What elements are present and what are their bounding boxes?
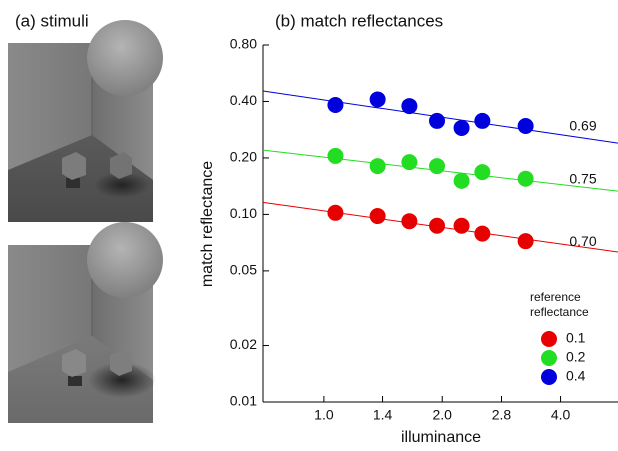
panel-title: (a) stimuli <box>15 11 89 30</box>
x-tick-label: 2.8 <box>492 407 512 423</box>
legend-label: 0.4 <box>566 368 586 384</box>
point <box>429 112 446 129</box>
point <box>429 158 446 175</box>
point <box>474 112 491 129</box>
chart-title: (b) match reflectances <box>275 11 443 30</box>
y-tick-label: 0.40 <box>230 92 257 108</box>
legend-title: reference <box>530 290 581 304</box>
x-tick-label: 1.4 <box>373 407 393 423</box>
point <box>474 225 491 242</box>
legend-title: reflectance <box>530 305 589 319</box>
point <box>517 233 534 250</box>
y-axis-label: match reflectance <box>199 161 216 287</box>
point <box>453 217 470 234</box>
point <box>429 217 446 234</box>
y-tick-label: 0.05 <box>230 262 257 278</box>
fit-label: 0.70 <box>569 233 596 249</box>
point <box>517 170 534 187</box>
point <box>453 119 470 136</box>
y-tick-label: 0.10 <box>230 205 257 221</box>
point <box>327 204 344 221</box>
legend-swatch <box>541 350 557 366</box>
y-tick-label: 0.02 <box>230 336 257 352</box>
stimulus-image <box>8 222 163 423</box>
point <box>453 172 470 189</box>
point <box>401 154 418 171</box>
point <box>517 118 534 135</box>
point <box>327 97 344 114</box>
fit-label: 0.75 <box>569 170 596 186</box>
legend-swatch <box>541 331 557 347</box>
x-tick-label: 2.0 <box>432 407 452 423</box>
point <box>474 164 491 181</box>
fit-label: 0.69 <box>569 118 596 134</box>
point <box>369 91 386 108</box>
stimulus-image <box>8 20 163 222</box>
legend-label: 0.2 <box>566 349 586 365</box>
y-tick-label: 0.80 <box>230 36 257 52</box>
point <box>369 208 386 225</box>
point <box>401 98 418 115</box>
point <box>327 147 344 164</box>
y-tick-label: 0.20 <box>230 149 257 165</box>
legend-label: 0.1 <box>566 330 586 346</box>
point <box>401 213 418 230</box>
point <box>369 158 386 175</box>
x-tick-label: 1.0 <box>314 407 334 423</box>
y-tick-label: 0.01 <box>230 393 257 409</box>
x-tick-label: 4.0 <box>551 407 571 423</box>
x-axis-label: illuminance <box>401 429 481 446</box>
legend-swatch <box>541 369 557 385</box>
